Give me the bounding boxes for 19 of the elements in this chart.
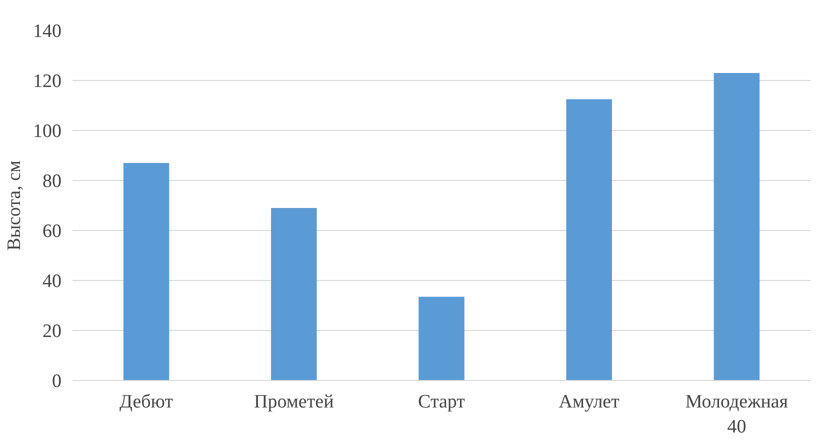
y-tick-label: 100: [33, 121, 62, 142]
bar: [714, 73, 760, 380]
x-tick-label: Амулет: [558, 392, 620, 412]
bar: [418, 296, 464, 380]
y-tick-label: 60: [42, 221, 62, 242]
y-tick-label: 40: [42, 271, 62, 292]
bar: [123, 163, 170, 380]
bar: [566, 99, 612, 380]
y-tick-label: 80: [42, 171, 62, 192]
bar: [271, 208, 317, 380]
x-tick-label: Дебют: [120, 392, 174, 412]
y-tick-label: 120: [33, 71, 62, 92]
y-axis-title: Высота, см: [4, 160, 25, 251]
y-tick-label: 0: [52, 371, 62, 392]
y-tick-label: 20: [42, 321, 62, 342]
y-tick-label: 140: [33, 21, 62, 42]
x-tick-label: Старт: [418, 392, 466, 412]
x-tick-label: Молодежная 40: [685, 392, 788, 438]
x-tick-label: Прометей: [254, 392, 334, 412]
